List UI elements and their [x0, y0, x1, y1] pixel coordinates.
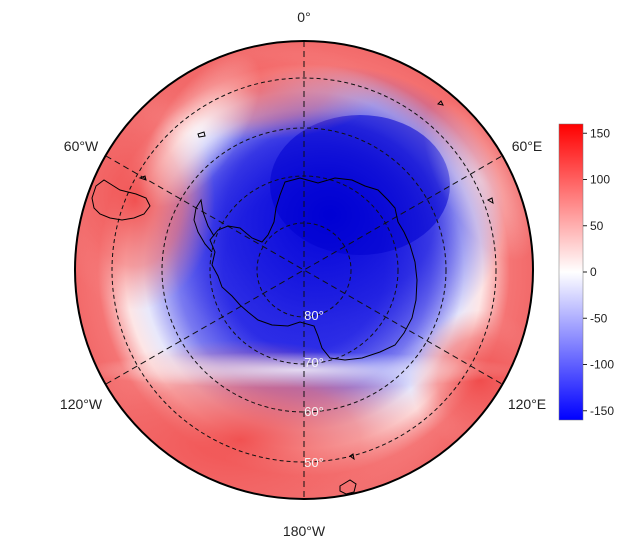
map-boundary [74, 40, 534, 500]
colorbar: 150 100 50 0 -50 -100 -150 [558, 123, 614, 421]
lon-label-180w: 180°W [283, 523, 326, 539]
lon-label-120w: 120°W [60, 396, 103, 412]
longitude-gridlines [105, 41, 503, 499]
colorbar-tick-label: 0 [590, 265, 597, 279]
colorbar-gradient [558, 123, 584, 421]
antarctic-peninsula [193, 198, 215, 253]
lat-label-60: 60° [304, 404, 324, 419]
lon-label-60w: 60°W [64, 138, 99, 154]
lat-circle-60 [161, 127, 447, 413]
lon-label-60e: 60°E [512, 138, 543, 154]
lon-label-0: 0° [297, 9, 310, 25]
south-america-coastline [91, 179, 151, 221]
colorbar-tick-label: 50 [590, 219, 604, 233]
colorbar-tick-label: 100 [590, 173, 610, 187]
colorbar-tick-label: -150 [590, 404, 614, 418]
lon-label-120e: 120°E [508, 396, 546, 412]
colorbar-ticks: 150 100 50 0 -50 -100 -150 [583, 126, 614, 418]
sub-antarctic-islands [138, 100, 494, 461]
lat-label-50: 50° [304, 455, 324, 470]
meridian-120w-60e [105, 155, 503, 385]
meridian-60w-120e [105, 155, 503, 385]
anomaly-field [75, 41, 533, 499]
lat-label-80: 80° [304, 308, 324, 323]
lat-label-70: 70° [304, 355, 324, 370]
tasmania-coastline [339, 479, 357, 495]
colorbar-tick-label: -50 [590, 311, 608, 325]
antarctica-coastline [209, 177, 418, 361]
colorbar-tick-label: 150 [590, 126, 610, 140]
colorbar-tick-label: -100 [590, 358, 614, 372]
